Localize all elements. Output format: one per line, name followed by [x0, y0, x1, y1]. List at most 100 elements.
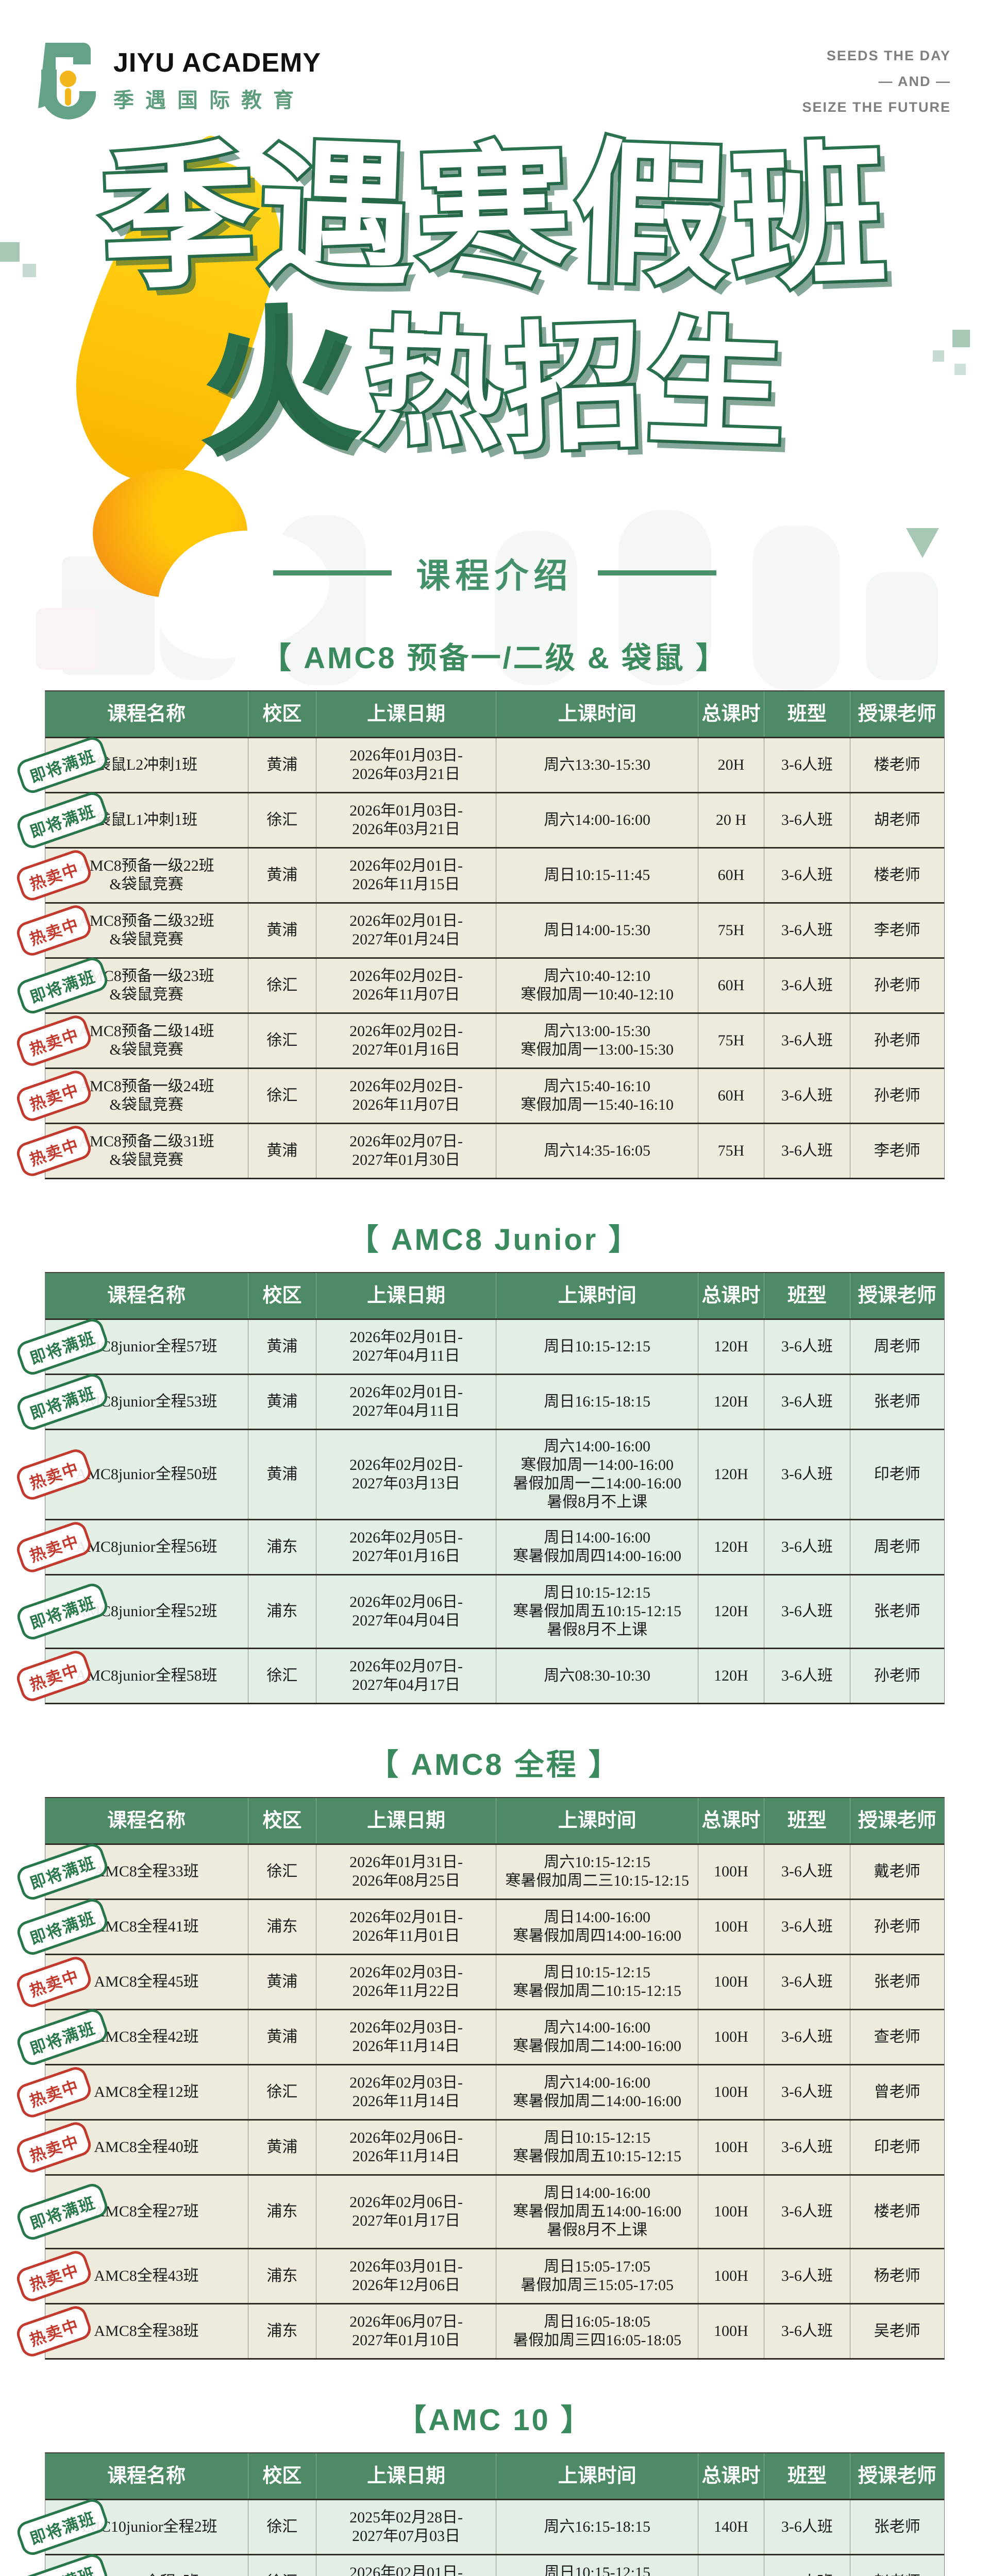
date-line: 2026年11月15日: [352, 876, 460, 893]
date-cell: 2026年02月01日-2026年11月01日: [316, 2555, 496, 2576]
course-table: 课程名称 校区 上课日期 上课时间 总课时 班型 授课老师 即将满班 AMC10junior全程…: [14, 2452, 945, 2576]
campus-cell: 徐汇: [248, 793, 317, 847]
hours-cell: 100H: [698, 2176, 764, 2248]
table-row: 热卖中 AMC8预备一级24班 &袋鼠竞赛 徐汇 2026年02月02日- 2026年11…: [13, 1067, 944, 1124]
table-header-row: 课程名称 校区 上课日期 上课时间 总课时 班型 授课老师: [45, 2453, 944, 2499]
date-cell: 2026年02月03日- 2026年11月14日: [316, 2065, 496, 2119]
header-cell-3: 上课时间: [496, 1273, 699, 1318]
time-line: 寒假加周一15:40-16:10: [521, 1096, 674, 1113]
table-row: 即将满班 AMC10junior全程2班 徐汇 2025年02月28日- 2027年07…: [14, 2496, 944, 2558]
table-row: 热卖中 AMC8预备二级31班 &袋鼠竞赛 黄浦 2026年02月07日- 2027年01…: [13, 1123, 944, 1179]
date-cell: 2026年02月06日- 2027年01月17日: [316, 2176, 496, 2248]
date-line: 2026年11月01日: [352, 1927, 460, 1944]
hours-cell: 60H: [698, 959, 764, 1012]
hours-cell: 100H: [698, 2249, 764, 2303]
hours-cell: 75H: [698, 1014, 764, 1067]
date-line: 2027年04月04日: [352, 1612, 461, 1629]
course-name-line: AMC8全程40班: [94, 2139, 199, 2156]
course-name-cell: AMC8全程45班: [45, 1955, 248, 2009]
date-cell: 2026年02月02日- 2026年11月07日: [316, 959, 496, 1012]
date-cell: 2026年02月02日- 2027年03月13日: [316, 1430, 496, 1519]
teacher-cell: 孙老师: [874, 1918, 920, 1935]
time-line: 周六08:30-10:30: [544, 1667, 650, 1684]
hours-cell: 100H: [698, 2121, 764, 2174]
date-line: 2026年02月01日-: [349, 1329, 463, 1346]
time-line: 暑假8月不上课: [547, 1494, 648, 1511]
table-row: 即将满班 AMC8全程33班 徐汇 2026年01月31日- 2026年08月25日 周六…: [14, 1841, 944, 1903]
time-cell: 周六14:00-16:00 寒暑假加周二14:00-16:00: [496, 2010, 699, 2064]
date-cell: 2026年02月07日- 2027年01月30日: [316, 1124, 496, 1178]
teacher-cell: 印老师: [874, 2139, 920, 2156]
course-name-cell: AMC8全程41班: [45, 1900, 248, 1954]
table-row: 即将满班 袋鼠L2冲刺1班 黄浦 2026年01月03日- 2026年03月21日 周六1…: [14, 734, 944, 796]
course-name-cell: AMC8全程40班: [45, 2121, 248, 2174]
date-line: 2026年02月03日-: [349, 2019, 463, 2036]
header-cell-1: 校区: [248, 1273, 317, 1318]
date-line: 2027年01月10日: [352, 2332, 461, 2349]
course-name-cell: AMC8全程27班: [45, 2176, 248, 2248]
class-type-cell: 3-6人班: [764, 2500, 851, 2554]
table-row: 即将满班 AMC8junior全程57班 黄浦 2026年02月01日- 2027年04…: [14, 1316, 944, 1378]
course-table: 课程名称 校区 上课日期 上课时间 总课时 班型 授课老师 即将满班 AMC8全程33班 徐汇 20…: [13, 1797, 945, 2360]
time-line: 周六14:00-16:00: [544, 1438, 650, 1455]
hours-cell: 120H: [698, 1575, 764, 1648]
date-line: 2027年07月03日: [352, 2528, 461, 2545]
course-name-line: AMC8预备一级24班: [78, 1078, 214, 1095]
hero-title-char: 假: [567, 123, 737, 308]
class-type-cell: 3-6人班: [764, 1320, 851, 1374]
course-name-line: &袋鼠竞赛: [109, 1151, 183, 1168]
campus-cell: 黄浦: [248, 1124, 317, 1178]
campus-cell: 浦东: [248, 2249, 317, 2303]
date-cell: 2026年02月01日- 2027年04月11日: [316, 1320, 496, 1374]
date-line: 2026年03月21日: [352, 821, 461, 838]
course-name-line: &袋鼠竞赛: [109, 986, 183, 1003]
time-cell: 周六10:40-12:10 寒假加周一10:40-12:10: [496, 959, 699, 1012]
time-cell: 周六13:00-15:30 寒假加周一13:00-15:30: [496, 1014, 699, 1067]
class-type-cell: 3-6人班: [764, 2065, 851, 2119]
date-line: 2026年02月03日-: [349, 1964, 463, 1981]
course-name-line: AMC8预备二级14班: [78, 1023, 214, 1040]
time-line: 周六14:00-16:00: [544, 2074, 650, 2091]
course-name-cell: 袋鼠L1冲刺1班: [45, 793, 248, 847]
header-cell-5: 班型: [764, 2453, 851, 2499]
intro-heading-row: 课程介绍: [0, 548, 989, 598]
time-line: 暑假加周一二14:00-16:00: [513, 1475, 681, 1492]
date-line: 2026年02月07日-: [349, 1133, 463, 1150]
teacher-cell: 孙老师: [874, 1667, 920, 1684]
time-cell: 周日10:15-12:15 寒暑假加周二10:15-12:15: [496, 1955, 699, 2009]
header-cell-0: 课程名称: [45, 1798, 248, 1843]
hours-cell: 100H: [698, 2065, 764, 2119]
table-row: 即将满班 AMC8junior全程53班 黄浦 2026年02月01日- 2027年04…: [14, 1371, 944, 1433]
date-cell: 2026年06月07日- 2027年01月10日: [316, 2304, 496, 2358]
date-cell: 2026年02月01日- 2026年11月15日: [316, 849, 496, 902]
date-cell: 2026年02月03日- 2026年11月14日: [316, 2010, 496, 2064]
date-line: 2026年02月06日-: [349, 1594, 463, 1611]
table-row: 即将满班AMC10全程5班徐汇2026年02月01日-2026年11月01日周日…: [14, 2551, 944, 2576]
teacher-cell: 孙老师: [874, 977, 920, 994]
course-name-cell: AMC8junior全程56班: [45, 1520, 248, 1574]
date-cell: 2026年02月06日- 2027年04月04日: [316, 1575, 496, 1648]
hours-cell: 20 H: [698, 793, 764, 847]
teacher-cell: 楼老师: [874, 756, 920, 773]
section-title: 【 AMC8 预备一/二级 & 袋鼠 】: [261, 641, 728, 675]
date-line: 2026年11月07日: [352, 986, 460, 1003]
hours-cell: 120H: [698, 1430, 764, 1519]
date-line: 2026年02月02日-: [349, 1456, 463, 1473]
class-type-cell: 3-6人班: [764, 1430, 851, 1519]
hero-flame-char: 火: [196, 291, 365, 474]
academy-logo-icon: [38, 39, 100, 124]
class-type-cell: 3-6人班: [764, 1069, 851, 1123]
time-line: 周六14:00-16:00: [544, 811, 650, 828]
course-name-cell: AMC8全程42班: [45, 2010, 248, 2064]
course-name-line: AMC8全程38班: [94, 2323, 199, 2340]
class-type-cell: 3-6人班: [764, 2010, 851, 2064]
hours-cell: 60H: [698, 1069, 764, 1123]
header-cell-0: 课程名称: [45, 1273, 248, 1318]
date-line: 2027年01月16日: [352, 1041, 461, 1058]
time-line: 周六13:00-15:30: [544, 1023, 650, 1040]
course-name-cell: AMC8预备一级24班 &袋鼠竞赛: [45, 1069, 248, 1123]
date-cell: 2026年01月03日- 2026年03月21日: [316, 738, 496, 792]
date-line: 2026年02月01日-: [349, 2564, 463, 2576]
class-type-cell: 3-6人班: [764, 1845, 851, 1899]
time-cell: 周六14:35-16:05: [496, 1124, 699, 1178]
